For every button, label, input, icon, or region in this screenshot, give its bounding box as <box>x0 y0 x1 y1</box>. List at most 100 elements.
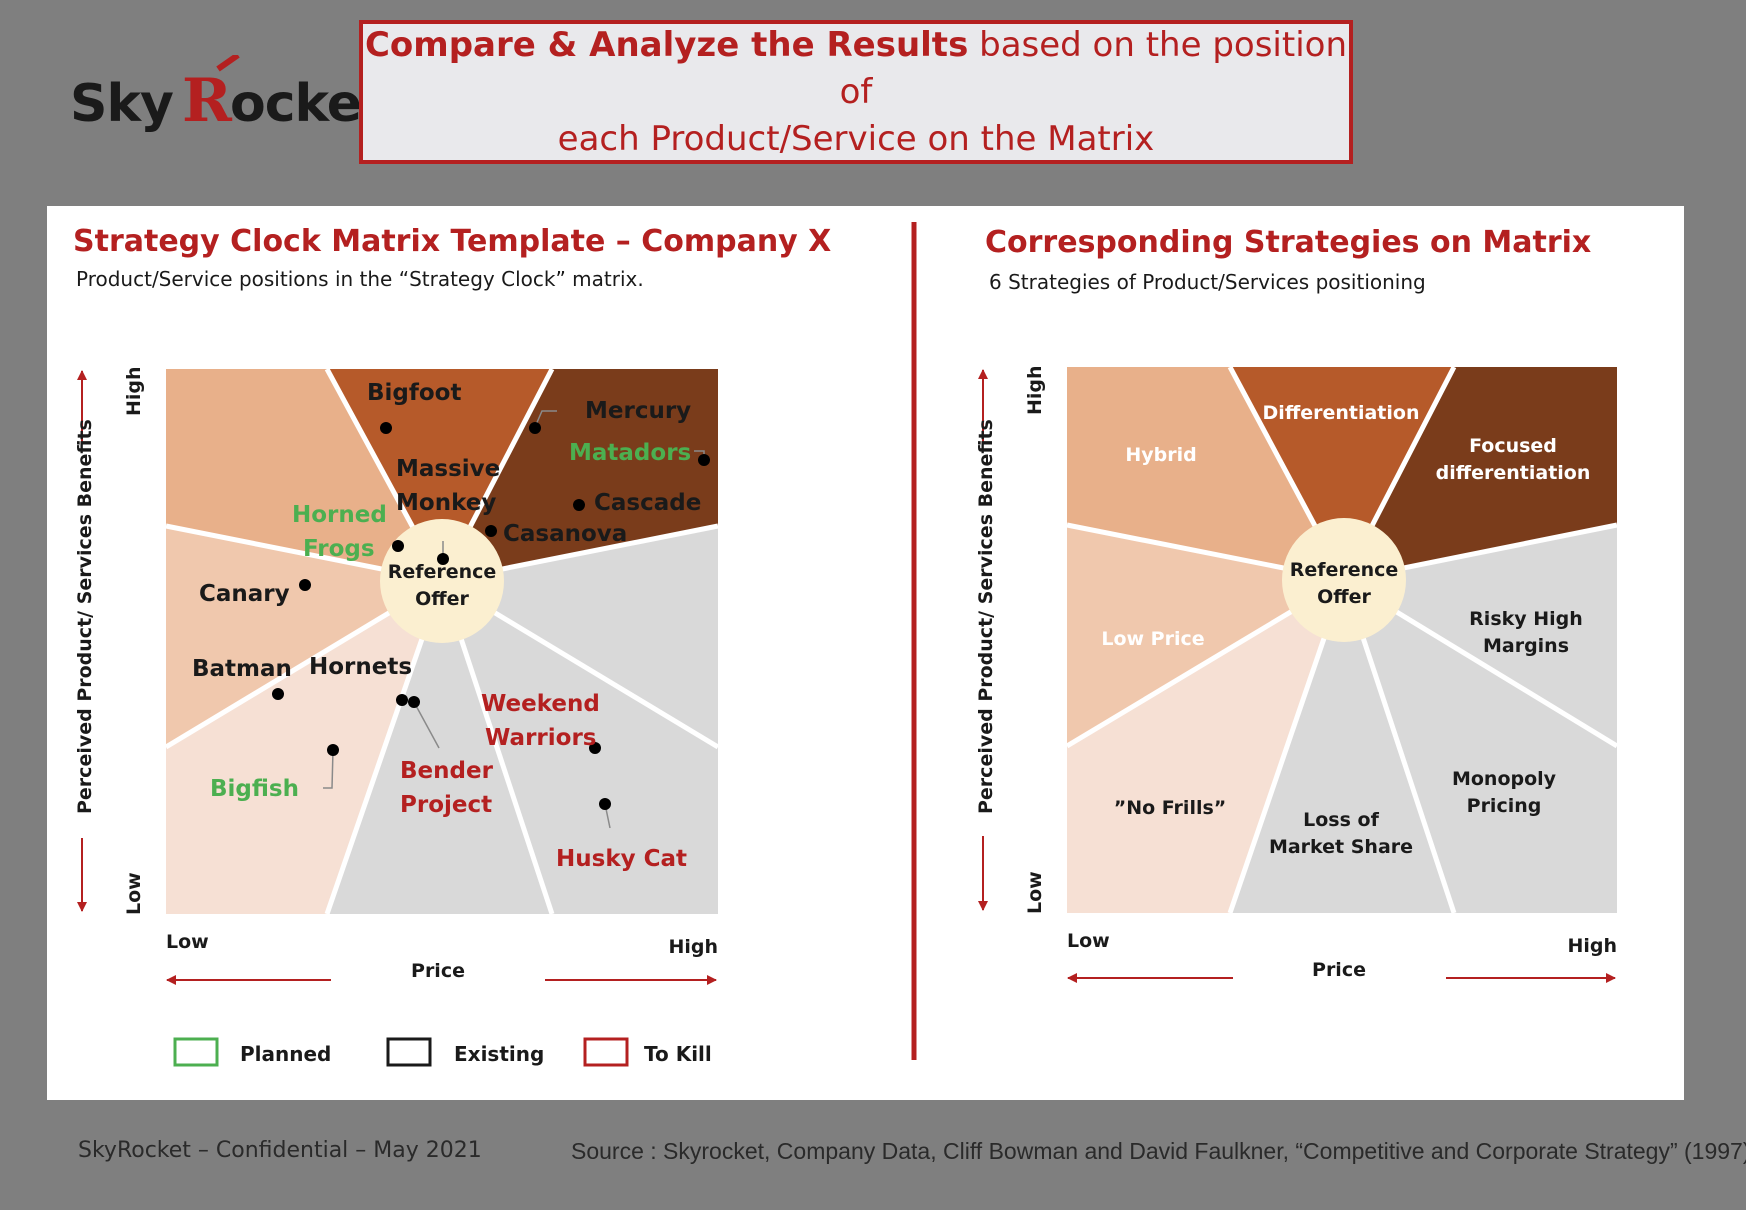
dot-matadors <box>698 454 710 466</box>
logo-text-r: R <box>182 66 233 136</box>
center-label-2: Offer <box>415 588 469 610</box>
strategy-focused-1: Focused <box>1469 435 1557 457</box>
label-mercury: Mercury <box>585 398 691 424</box>
dot-cascade <box>573 499 585 511</box>
legend-planned-swatch <box>173 1037 219 1067</box>
logo-text-ocke: ocke <box>230 74 361 134</box>
sector-risky-high-margins <box>442 526 718 747</box>
dot-canary <box>299 579 311 591</box>
center-label-right-2: Offer <box>1317 586 1371 608</box>
left-y-axis: Perceived Product/ Services Benefits Hig… <box>74 366 145 915</box>
sector-monopoly-pricing <box>442 581 718 914</box>
y-axis-label: Perceived Product/ Services Benefits <box>74 419 96 814</box>
logo-rocket-mark <box>216 55 240 72</box>
label-bender: Bender <box>400 758 494 784</box>
zone-differentiation <box>1230 367 1454 580</box>
y-low-label: Low <box>123 872 145 915</box>
strategy-loss-1: Loss of <box>1303 809 1379 831</box>
dot-massive-monkey <box>437 553 449 565</box>
dot-bigfoot <box>380 422 392 434</box>
dot-husky-cat <box>599 798 611 810</box>
headline-line2: each Product/Service on the Matrix <box>557 118 1155 159</box>
dot-horned-frogs <box>392 540 404 552</box>
y-high-label-right: High <box>1024 365 1046 415</box>
zone-low-price <box>1067 525 1344 746</box>
center-label-right-1: Reference <box>1290 559 1399 581</box>
headline-bold: Compare & Analyze the Results <box>364 24 969 65</box>
label-weekend: Weekend <box>481 691 600 717</box>
label-monkey: Monkey <box>396 490 496 516</box>
x-high-label-right: High <box>1567 935 1617 957</box>
x-axis-label: Price <box>411 960 465 982</box>
right-y-axis: Perceived Product/ Services Benefits Hig… <box>975 365 1046 914</box>
strategy-no-frills: ”No Frills” <box>1114 797 1227 819</box>
strategy-low-price: Low Price <box>1101 628 1204 650</box>
right-panel: Corresponding Strategies on Matrix 6 Str… <box>975 225 1619 983</box>
right-title: Corresponding Strategies on Matrix <box>985 225 1591 260</box>
left-matrix: Reference Offer <box>164 367 720 915</box>
label-batman: Batman <box>192 656 292 682</box>
legend-existing-swatch <box>386 1037 432 1067</box>
headline-rest: based on the position of <box>839 24 1347 112</box>
headline-box: Compare & Analyze the Results based on t… <box>359 20 1353 164</box>
reference-offer-circle-right <box>1282 518 1406 642</box>
logo-text-sky: Sky <box>70 74 173 134</box>
label-project: Project <box>400 792 492 818</box>
footer-confidential: SkyRocket – Confidential – May 2021 <box>78 1138 482 1163</box>
strategy-risky-1: Risky High <box>1469 608 1583 630</box>
x-low-label: Low <box>166 931 209 953</box>
zone-no-frills <box>1067 580 1344 913</box>
left-x-axis: Low High Price <box>166 931 718 985</box>
strategy-labels: Hybrid Differentiation Focused different… <box>1101 402 1590 858</box>
x-low-label-right: Low <box>1067 930 1110 952</box>
zone-focused-differentiation <box>1344 367 1617 580</box>
label-bigfish: Bigfish <box>210 776 299 802</box>
y-low-label-right: Low <box>1024 871 1046 914</box>
label-warriors: Warriors <box>485 725 596 751</box>
label-massive: Massive <box>396 456 500 482</box>
strategy-hybrid: Hybrid <box>1125 444 1196 466</box>
strategy-loss-2: Market Share <box>1269 836 1413 858</box>
sector-differentiation <box>327 369 552 581</box>
center-label-1: Reference <box>388 561 497 583</box>
skyrocket-logo: Sky R ocke <box>70 55 362 136</box>
left-subtitle: Product/Service positions in the “Strate… <box>76 267 644 291</box>
dot-bender-project <box>408 696 420 708</box>
label-bigfoot: Bigfoot <box>367 380 461 406</box>
footer-source: Source : Skyrocket, Company Data, Cliff … <box>571 1138 1746 1164</box>
y-high-label: High <box>123 366 145 416</box>
zone-hybrid <box>1067 367 1344 580</box>
right-x-axis: Low High Price <box>1067 930 1617 983</box>
strategy-focused-2: differentiation <box>1436 462 1591 484</box>
sector-no-frills <box>166 581 442 914</box>
dot-casanova <box>485 525 497 537</box>
strategy-monopoly-2: Pricing <box>1467 795 1542 817</box>
legend-kill-swatch <box>583 1037 629 1067</box>
dot-weekend-warriors <box>589 742 601 754</box>
label-matadors: Matadors <box>569 440 691 466</box>
dot-batman <box>272 688 284 700</box>
reference-offer-circle <box>380 519 504 643</box>
headline-text: Compare & Analyze the Results based on t… <box>363 22 1349 163</box>
left-title: Strategy Clock Matrix Template – Company… <box>73 224 831 259</box>
legend-planned-label: Planned <box>240 1042 331 1066</box>
label-casanova: Casanova <box>503 521 627 547</box>
label-cascade: Cascade <box>594 490 701 516</box>
x-high-label: High <box>668 936 718 958</box>
y-axis-label-right: Perceived Product/ Services Benefits <box>975 419 997 814</box>
label-horned: Horned <box>292 502 387 528</box>
strategy-risky-2: Margins <box>1483 635 1569 657</box>
label-husky-cat: Husky Cat <box>556 846 687 872</box>
sector-low-price <box>166 526 442 747</box>
sector-hybrid <box>166 369 442 581</box>
dot-hornets <box>396 694 408 706</box>
dot-bigfish <box>327 744 339 756</box>
strategy-differentiation: Differentiation <box>1263 402 1420 424</box>
x-axis-label-right: Price <box>1312 959 1366 981</box>
legend-existing-label: Existing <box>454 1042 544 1066</box>
legend-kill-label: To Kill <box>644 1042 712 1066</box>
strategy-monopoly-1: Monopoly <box>1452 768 1557 790</box>
dot-mercury <box>529 422 541 434</box>
label-canary: Canary <box>199 581 290 607</box>
right-subtitle: 6 Strategies of Product/Services positio… <box>989 270 1426 294</box>
